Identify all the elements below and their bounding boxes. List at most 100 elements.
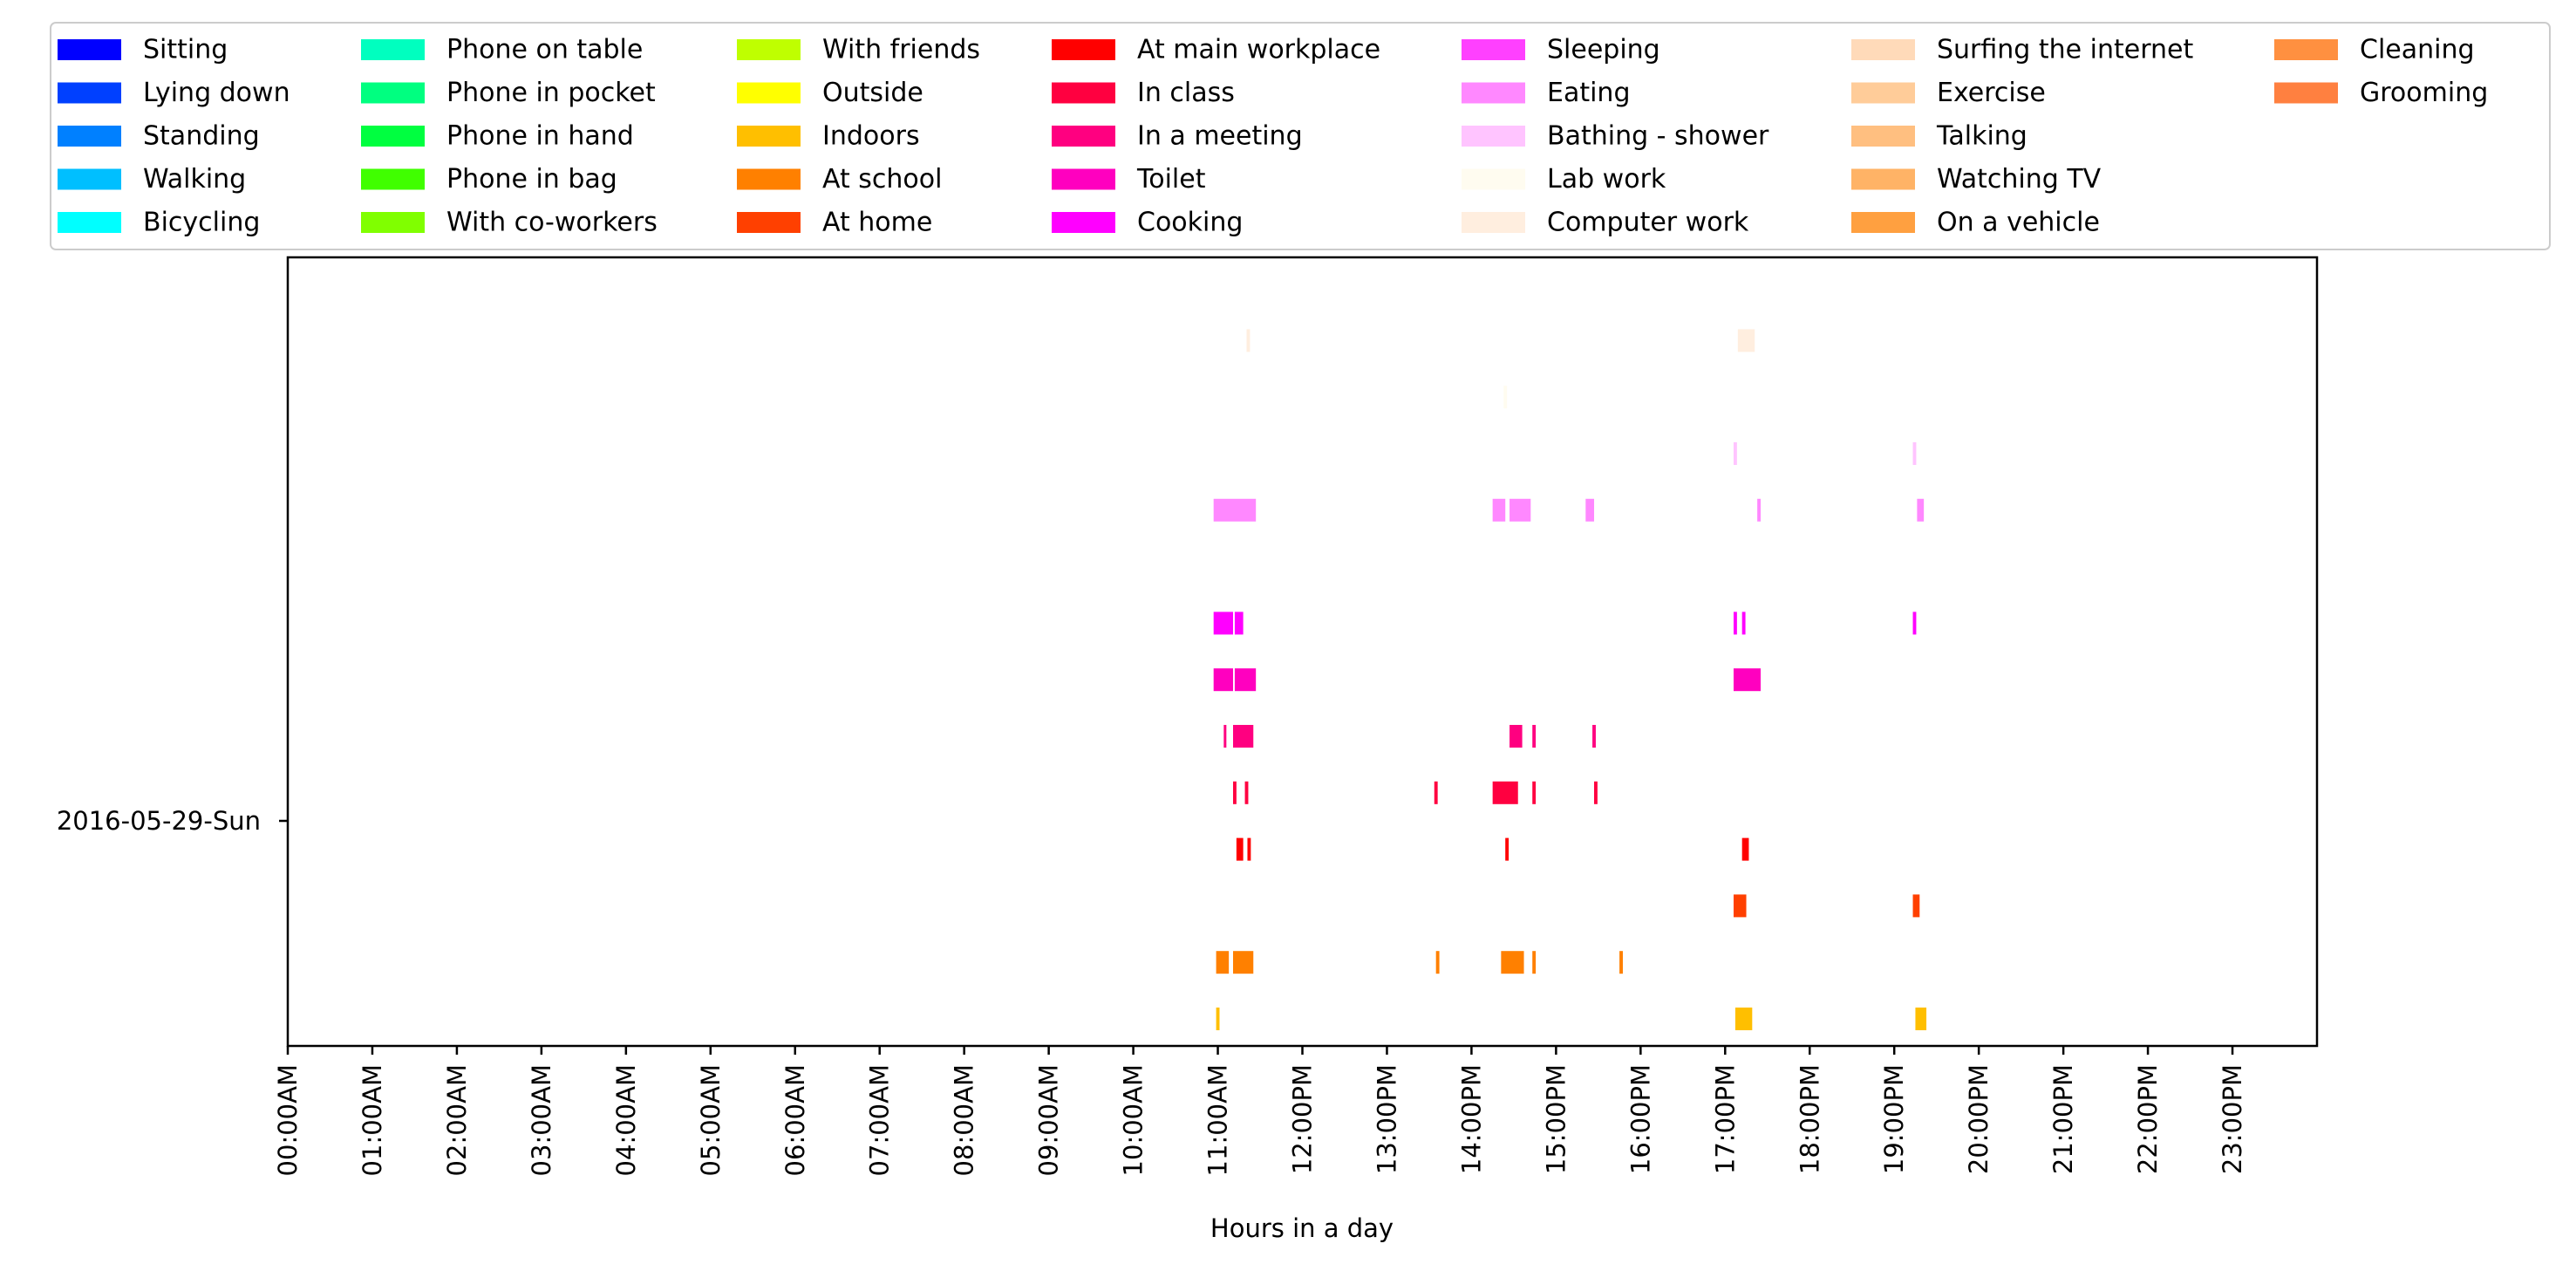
legend-item: In class — [1052, 78, 1235, 108]
legend-label: Bicycling — [143, 208, 260, 238]
activity-bar — [1912, 612, 1917, 635]
x-tick-label: 22:00PM — [2133, 1064, 2163, 1174]
legend-label: At school — [822, 164, 942, 195]
legend-swatch — [58, 212, 121, 233]
legend-swatch — [737, 82, 801, 104]
activity-bar — [1619, 951, 1623, 974]
legend: Sitting Lying down Standing Walking Bicyclin… — [50, 22, 2551, 250]
legend-swatch — [737, 39, 801, 60]
legend-label: Sleeping — [1547, 35, 1660, 65]
activity-bar — [1505, 837, 1509, 861]
activity-bar — [1532, 781, 1537, 804]
legend-item: Cleaning — [2274, 35, 2475, 65]
legend-item: Watching TV — [1851, 164, 2102, 195]
legend-swatch — [1851, 82, 1915, 104]
activity-bar — [1223, 725, 1227, 748]
activity-bar — [1216, 1008, 1220, 1030]
legend-label: Watching TV — [1937, 164, 2102, 195]
legend-label: Lying down — [143, 78, 290, 108]
legend-swatch — [1462, 82, 1525, 104]
activity-bar — [1234, 668, 1257, 692]
legend-item: Phone on table — [361, 35, 643, 65]
legend-label: Phone in bag — [446, 164, 617, 195]
legend-swatch — [1052, 126, 1115, 147]
x-tick-label: 06:00AM — [780, 1064, 810, 1176]
legend-item: Cooking — [1052, 208, 1243, 238]
activity-bar — [1509, 725, 1523, 748]
legend-swatch — [58, 168, 121, 190]
x-tick-label: 12:00PM — [1288, 1064, 1318, 1174]
legend-swatch — [1851, 126, 1915, 147]
activity-bar — [1492, 781, 1518, 804]
legend-label: Sitting — [143, 35, 228, 65]
legend-swatch — [737, 168, 801, 190]
x-tick-label: 09:00AM — [1034, 1064, 1064, 1176]
activity-bar — [1594, 781, 1598, 804]
legend-swatch — [361, 168, 425, 190]
legend-swatch — [361, 82, 425, 104]
activity-bar — [1532, 951, 1537, 974]
plot-area: 00:00AM 01:00AM 02:00AM 03:00AM 04:00AM 05:00… — [57, 256, 2319, 1243]
legend-label: Indoors — [822, 121, 920, 152]
legend-label: At home — [822, 208, 932, 238]
legend-swatch — [1052, 212, 1115, 233]
activity-bar — [1247, 837, 1251, 861]
legend-item: Sleeping — [1462, 35, 1660, 65]
x-tick-label: 07:00AM — [865, 1064, 895, 1176]
activity-bar — [1741, 837, 1749, 861]
legend-item: Phone in bag — [361, 164, 617, 195]
legend-swatch — [58, 82, 121, 104]
activity-bar — [1737, 329, 1755, 352]
x-tick-label: 15:00PM — [1541, 1064, 1571, 1174]
legend-item: Indoors — [737, 121, 920, 152]
y-tick-label: 2016-05-29-Sun — [57, 806, 261, 836]
legend-item: Phone in hand — [361, 121, 634, 152]
activity-bar — [1216, 951, 1230, 974]
legend-swatch — [1052, 82, 1115, 104]
legend-item: With co-workers — [361, 208, 658, 238]
activity-bar — [1733, 612, 1737, 635]
activity-bar — [1232, 951, 1254, 974]
legend-label: In class — [1137, 78, 1235, 108]
legend-swatch — [58, 39, 121, 60]
x-tick-label: 21:00PM — [2048, 1064, 2078, 1174]
activity-bar — [1234, 612, 1244, 635]
activity-bar — [1213, 498, 1257, 522]
activity-bar — [1741, 612, 1746, 635]
x-tick-label: 17:00PM — [1710, 1064, 1740, 1174]
activity-bar — [1213, 612, 1233, 635]
legend-swatch — [2274, 39, 2338, 60]
legend-item: Lab work — [1462, 164, 1666, 195]
legend-label: Phone on table — [446, 35, 643, 65]
activity-bar — [1435, 951, 1440, 974]
legend-label: On a vehicle — [1937, 208, 2100, 238]
x-tick-label: 08:00AM — [950, 1064, 979, 1176]
legend-item: Outside — [737, 78, 923, 108]
legend-item: Grooming — [2274, 78, 2488, 108]
activity-bar — [1585, 498, 1595, 522]
legend-swatch — [1462, 39, 1525, 60]
legend-label: At main workplace — [1137, 35, 1380, 65]
activity-bar — [1244, 781, 1249, 804]
x-tick-label: 23:00PM — [2218, 1064, 2247, 1174]
legend-swatch — [361, 126, 425, 147]
x-tick-label: 10:00AM — [1119, 1064, 1148, 1176]
x-tick-label: 01:00AM — [358, 1064, 387, 1176]
legend-swatch — [737, 126, 801, 147]
legend-item: In a meeting — [1052, 121, 1303, 152]
legend-swatch — [2274, 82, 2338, 104]
x-tick-label: 03:00AM — [527, 1064, 556, 1176]
activity-bar — [1532, 725, 1537, 748]
legend-item: At home — [737, 208, 932, 238]
x-tick-label: 18:00PM — [1795, 1064, 1824, 1174]
x-tick-label: 19:00PM — [1879, 1064, 1909, 1174]
plot-frame — [286, 256, 2319, 1048]
activity-bar — [1912, 442, 1917, 465]
legend-item: At main workplace — [1052, 35, 1380, 65]
activity-bar — [1509, 498, 1531, 522]
activity-bar — [1757, 498, 1762, 522]
legend-item: Exercise — [1851, 78, 2046, 108]
legend-label: Talking — [1936, 121, 2027, 152]
activity-bar — [1917, 498, 1925, 522]
